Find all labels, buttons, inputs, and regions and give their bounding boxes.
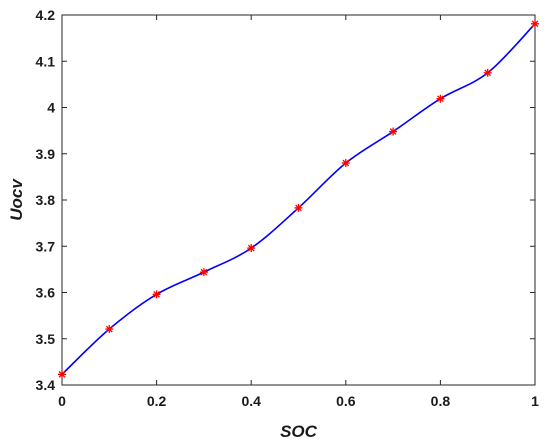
data-point-marker <box>199 268 208 277</box>
y-tick-label: 4.1 <box>36 53 56 69</box>
y-tick-label: 3.9 <box>36 146 56 162</box>
data-point-marker <box>531 19 539 28</box>
x-tick-label: 0.8 <box>431 393 451 409</box>
data-point-marker <box>483 68 492 77</box>
fit-curve <box>61 23 536 375</box>
plot-box <box>61 14 536 386</box>
data-point-marker <box>341 159 350 167</box>
axes: 0 0.2 0.4 0.6 0.8 1 3.4 3.5 3.6 3.7 3.8 3.9 4 4.1 4.2 <box>36 7 540 409</box>
x-tick-label: 0.4 <box>241 393 261 409</box>
data-point-marker <box>105 325 114 334</box>
x-tick-label: 0.2 <box>147 393 167 409</box>
data-point-marker <box>152 290 161 299</box>
data-point-marker <box>389 127 398 136</box>
x-tick-label: 0.6 <box>336 393 356 409</box>
y-tick-label: 3.8 <box>36 192 56 208</box>
data-point-marker <box>294 203 303 212</box>
y-tick-label: 4 <box>47 100 55 116</box>
y-tick-label: 3.6 <box>36 285 56 301</box>
y-tick-label: 3.4 <box>36 377 56 393</box>
data-point-marker <box>436 94 445 103</box>
y-tick-label: 3.5 <box>36 331 56 347</box>
data-point-marker <box>58 370 66 379</box>
data-point-marker <box>247 244 256 253</box>
x-tick-label: 0 <box>58 393 66 409</box>
x-axis-title: SOC <box>280 422 318 441</box>
y-tick-label: 4.2 <box>36 7 56 23</box>
y-axis-title: Uocv <box>7 178 26 221</box>
y-tick-label: 3.7 <box>36 238 56 254</box>
plot-area <box>58 19 539 379</box>
x-tick-label: 1 <box>531 393 539 409</box>
